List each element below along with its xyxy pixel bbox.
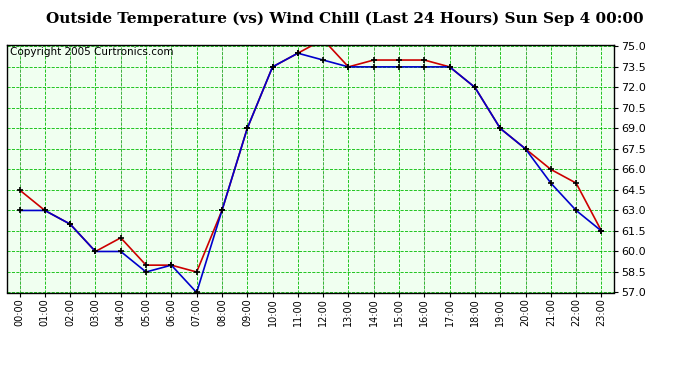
Text: Copyright 2005 Curtronics.com: Copyright 2005 Curtronics.com <box>10 48 173 57</box>
Text: Outside Temperature (vs) Wind Chill (Last 24 Hours) Sun Sep 4 00:00: Outside Temperature (vs) Wind Chill (Las… <box>46 11 644 26</box>
